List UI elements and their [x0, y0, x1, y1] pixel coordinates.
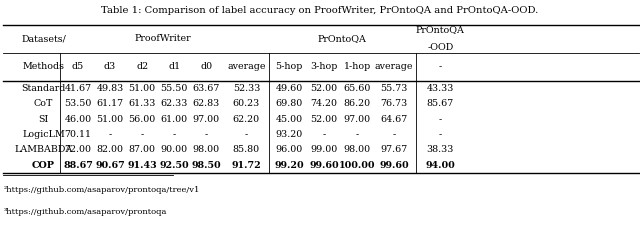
Text: -: - [438, 63, 442, 71]
Text: -: - [244, 130, 248, 139]
Text: average: average [227, 63, 266, 71]
Text: 94.00: 94.00 [426, 161, 455, 170]
Text: 1-hop: 1-hop [344, 63, 371, 71]
Text: 62.83: 62.83 [193, 99, 220, 109]
Text: 86.20: 86.20 [344, 99, 371, 109]
Text: ProofWriter: ProofWriter [134, 34, 191, 43]
Text: 52.00: 52.00 [310, 115, 337, 124]
Text: 97.00: 97.00 [344, 115, 371, 124]
Text: 46.00: 46.00 [65, 115, 92, 124]
Text: 62.33: 62.33 [161, 99, 188, 109]
Text: 45.00: 45.00 [276, 115, 303, 124]
Text: -OOD: -OOD [427, 43, 454, 52]
Text: 69.80: 69.80 [276, 99, 303, 109]
Text: 55.50: 55.50 [161, 84, 188, 93]
Text: 97.00: 97.00 [193, 115, 220, 124]
Text: 93.20: 93.20 [276, 130, 303, 139]
Text: LAMBABDA: LAMBABDA [14, 145, 73, 154]
Text: 56.00: 56.00 [129, 115, 156, 124]
Text: -: - [108, 130, 112, 139]
Text: 55.73: 55.73 [381, 84, 408, 93]
Text: 53.50: 53.50 [65, 99, 92, 109]
Text: 98.00: 98.00 [344, 145, 371, 154]
Text: 38.33: 38.33 [427, 145, 454, 154]
Text: average: average [375, 63, 413, 71]
Text: 85.80: 85.80 [233, 145, 260, 154]
Text: 64.67: 64.67 [381, 115, 408, 124]
Text: COP: COP [32, 161, 55, 170]
Text: 87.00: 87.00 [129, 145, 156, 154]
Text: 52.00: 52.00 [310, 84, 337, 93]
Text: 41.67: 41.67 [65, 84, 92, 93]
Text: -: - [438, 130, 442, 139]
Text: d2: d2 [136, 63, 148, 71]
Text: Standard: Standard [21, 84, 66, 93]
Text: 85.67: 85.67 [427, 99, 454, 109]
Text: 98.50: 98.50 [191, 161, 221, 170]
Text: 52.33: 52.33 [233, 84, 260, 93]
Text: d5: d5 [72, 63, 84, 71]
Text: -: - [204, 130, 208, 139]
Text: -: - [438, 115, 442, 124]
Text: 90.00: 90.00 [161, 145, 188, 154]
Text: 99.20: 99.20 [275, 161, 304, 170]
Text: 61.00: 61.00 [161, 115, 188, 124]
Text: d3: d3 [104, 63, 116, 71]
Text: -: - [322, 130, 326, 139]
Text: Datasets/: Datasets/ [21, 34, 66, 43]
Text: 5-hop: 5-hop [276, 63, 303, 71]
Text: -: - [392, 130, 396, 139]
Text: 76.73: 76.73 [381, 99, 408, 109]
Text: 98.00: 98.00 [193, 145, 220, 154]
Text: Table 1: Comparison of label accuracy on ProofWriter, PrOntoQA and PrOntoQA-OOD.: Table 1: Comparison of label accuracy on… [101, 6, 539, 15]
Text: 61.33: 61.33 [129, 99, 156, 109]
Text: 74.20: 74.20 [310, 99, 337, 109]
Text: 91.43: 91.43 [127, 161, 157, 170]
Text: 91.72: 91.72 [232, 161, 261, 170]
Text: 100.00: 100.00 [339, 161, 376, 170]
Text: 61.17: 61.17 [97, 99, 124, 109]
Text: 99.60: 99.60 [309, 161, 339, 170]
Text: 3-hop: 3-hop [310, 63, 337, 71]
Text: 72.00: 72.00 [65, 145, 92, 154]
Text: 65.60: 65.60 [344, 84, 371, 93]
Text: 97.67: 97.67 [381, 145, 408, 154]
Text: -: - [172, 130, 176, 139]
Text: 60.23: 60.23 [233, 99, 260, 109]
Text: 43.33: 43.33 [427, 84, 454, 93]
Text: 51.00: 51.00 [97, 115, 124, 124]
Text: Methods: Methods [22, 63, 65, 71]
Text: 88.67: 88.67 [63, 161, 93, 170]
Text: d0: d0 [200, 63, 212, 71]
Text: ³https://github.com/asaparov/prontoqa: ³https://github.com/asaparov/prontoqa [3, 208, 166, 215]
Text: -: - [140, 130, 144, 139]
Text: 49.60: 49.60 [276, 84, 303, 93]
Text: CoT: CoT [34, 99, 53, 109]
Text: 90.67: 90.67 [95, 161, 125, 170]
Text: 92.50: 92.50 [159, 161, 189, 170]
Text: ²https://github.com/asaparov/prontoqa/tree/v1: ²https://github.com/asaparov/prontoqa/tr… [3, 186, 200, 194]
Text: -: - [355, 130, 359, 139]
Text: 70.11: 70.11 [65, 130, 92, 139]
Text: 62.20: 62.20 [233, 115, 260, 124]
Text: 49.83: 49.83 [97, 84, 124, 93]
Text: 96.00: 96.00 [276, 145, 303, 154]
Text: 51.00: 51.00 [129, 84, 156, 93]
Text: 82.00: 82.00 [97, 145, 124, 154]
Text: PrOntoQA: PrOntoQA [317, 34, 366, 43]
Text: PrOntoQA: PrOntoQA [416, 25, 465, 34]
Text: 99.60: 99.60 [380, 161, 409, 170]
Text: SI: SI [38, 115, 49, 124]
Text: 99.00: 99.00 [310, 145, 337, 154]
Text: d1: d1 [168, 63, 180, 71]
Text: LogicLM: LogicLM [22, 130, 65, 139]
Text: 63.67: 63.67 [193, 84, 220, 93]
